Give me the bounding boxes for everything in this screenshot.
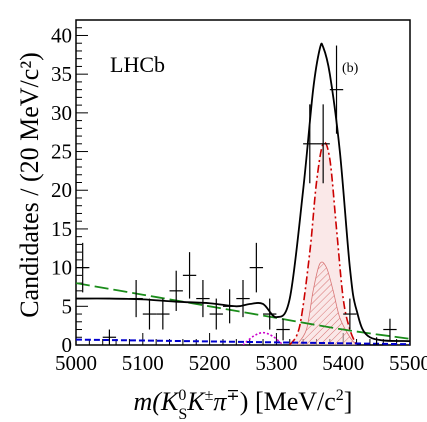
flat-background-curve [76, 338, 410, 345]
data-point [369, 337, 384, 346]
partially-reconstructed-curve [242, 331, 284, 345]
x-tick-label: 5100 [122, 351, 164, 375]
data-point [263, 298, 277, 330]
fit-curves [76, 42, 410, 345]
data-point [383, 318, 397, 341]
data-point [303, 104, 317, 184]
x-tick-label: 5000 [55, 351, 97, 375]
data-point [329, 45, 344, 134]
y-tick-label: 40 [51, 23, 72, 47]
experiment-label: LHCb [110, 52, 165, 77]
data-point [142, 298, 157, 330]
data-point [102, 329, 117, 345]
data-point [209, 298, 223, 330]
x-axis-title: m(K0 SK±π∓) [MeV/c2] [134, 387, 353, 422]
data-point [169, 270, 183, 311]
y-tick-label: 20 [51, 178, 72, 202]
y-axis-title: Candidates / (20 MeV/c²) [15, 52, 44, 318]
x-tick-label: 5400 [322, 351, 364, 375]
data-point [276, 318, 290, 341]
x-axis-ticks: 5000 5100 5200 5300 5400 5500 [55, 333, 427, 375]
y-tick-label: 0 [62, 333, 73, 357]
y-tick-label: 35 [51, 62, 72, 86]
data-point [316, 104, 330, 184]
signal-1-fill [289, 142, 357, 345]
y-tick-label: 10 [51, 256, 72, 280]
signal-1-curve [289, 141, 358, 345]
data-point [249, 242, 264, 293]
x-tick-label: 5500 [389, 351, 427, 375]
y-axis-ticks: 0 5 10 15 20 25 30 35 40 [51, 19, 88, 357]
data-point [236, 280, 250, 318]
x-tick-label: 5300 [255, 351, 297, 375]
data-point [343, 298, 357, 330]
y-tick-label: 25 [51, 140, 72, 164]
data-point [196, 280, 210, 318]
data-points [76, 45, 397, 346]
data-point [156, 298, 170, 330]
panel-label: (b) [342, 61, 359, 76]
y-tick-label: 5 [62, 294, 73, 318]
data-point [76, 242, 90, 293]
data-point [129, 280, 143, 318]
y-tick-label: 30 [51, 101, 72, 125]
data-point [182, 252, 197, 299]
y-tick-label: 15 [51, 217, 72, 241]
x-tick-label: 5200 [189, 351, 231, 375]
total-fit-curve [76, 42, 410, 343]
data-point [222, 289, 237, 324]
